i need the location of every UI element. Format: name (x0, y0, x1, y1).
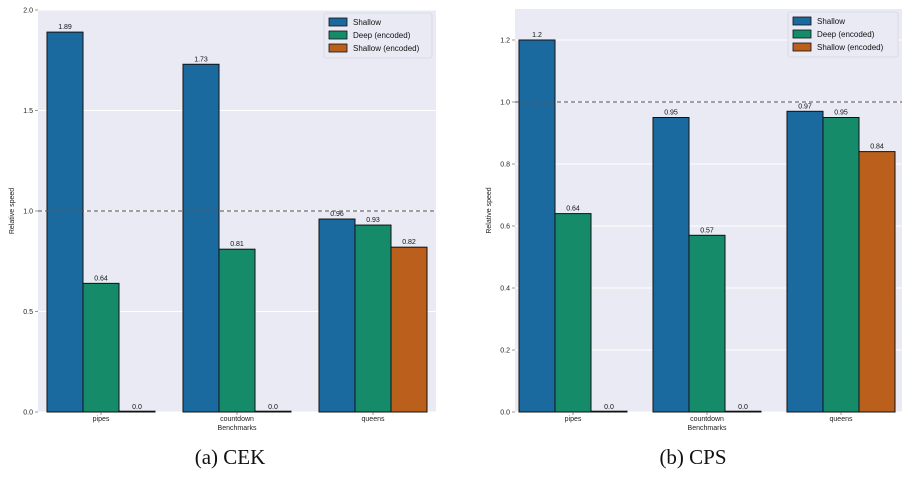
y-tick-label: 0.0 (500, 410, 510, 417)
bar-value-label: 0.64 (566, 206, 580, 213)
y-tick-label: 0.4 (500, 286, 510, 293)
chart-panel-cek: 0.0 0.5 1.0 1.5 2.0 Relative speed 1.89 0.64 0.0… (0, 0, 450, 485)
y-tick-label: 0.2 (500, 348, 510, 355)
bar (554, 213, 592, 413)
chart-caption: (b) CPS (659, 445, 727, 469)
bar-value-label: 0.84 (870, 144, 884, 151)
bar-value-label: 0.0 (738, 404, 748, 411)
bar-value-label: 1.73 (194, 56, 208, 63)
x-tick-label: pipes (565, 416, 582, 423)
bar (688, 234, 726, 413)
y-axis-label: Relative speed (486, 187, 493, 233)
y-tick-label: 0.0 (23, 410, 33, 417)
legend-swatch (328, 17, 348, 27)
bar (652, 117, 690, 413)
bar-value-label: 0.0 (132, 404, 142, 411)
legend-label: Deep (encoded) (353, 31, 411, 40)
bar (786, 110, 824, 413)
bar (254, 410, 292, 413)
bar (318, 218, 356, 413)
bar-value-label: 0.93 (366, 217, 380, 224)
x-tick-label: countdown (220, 416, 254, 423)
bar (724, 410, 762, 413)
bar (82, 282, 120, 413)
y-tick-label: 1.0 (500, 100, 510, 107)
bar-value-label: 1.89 (58, 24, 72, 31)
bar-value-label: 0.0 (604, 404, 614, 411)
bar-value-label: 0.0 (268, 404, 278, 411)
y-tick-label: 1.5 (23, 108, 33, 115)
bar (822, 117, 860, 413)
y-tick-label: 1.2 (500, 38, 510, 45)
legend-swatch (328, 43, 348, 53)
bar (182, 63, 220, 413)
legend: Shallow Deep (encoded) Shallow (encoded) (323, 12, 433, 59)
y-axis-label: Relative speed (9, 188, 16, 234)
bar (858, 151, 896, 413)
legend-swatch (792, 42, 812, 52)
y-tick-label: 0.5 (23, 309, 33, 316)
chart-cek-svg: 0.0 0.5 1.0 1.5 2.0 Relative speed 1.89 0.64 0.0… (9, 8, 436, 432)
bar (390, 246, 428, 413)
legend-box (323, 12, 433, 59)
bar-value-label: 0.95 (834, 110, 848, 117)
bar (354, 224, 392, 413)
legend-swatch (328, 30, 348, 40)
y-tick-label: 1.0 (23, 209, 33, 216)
bar (590, 410, 628, 413)
bar-value-label: 0.81 (230, 241, 244, 248)
y-tick-label: 0.6 (500, 224, 510, 231)
legend-label: Deep (encoded) (817, 30, 875, 39)
legend-swatch (792, 16, 812, 26)
x-axis-label: Benchmarks (218, 425, 257, 432)
bar-value-label: 0.82 (402, 239, 416, 246)
x-tick-label: queens (362, 416, 385, 423)
legend-box (787, 11, 899, 58)
chart-cps-svg: 0.0 0.2 0.4 0.6 0.8 1.0 1.2 Relative speed 1.2 0.… (486, 9, 902, 432)
bar (46, 31, 84, 413)
legend-label: Shallow (encoded) (817, 43, 884, 52)
bar (518, 39, 556, 413)
bar (118, 410, 156, 413)
legend-label: Shallow (817, 17, 845, 26)
bar-value-label: 0.97 (798, 103, 812, 110)
bar-value-label: 0.95 (664, 110, 678, 117)
legend-label: Shallow (encoded) (353, 44, 420, 53)
chart-caption: (a) CEK (194, 445, 266, 469)
x-axis-label: Benchmarks (688, 425, 727, 432)
bar-value-label: 0.96 (330, 211, 344, 218)
y-tick-label: 2.0 (23, 8, 33, 15)
x-tick-label: pipes (93, 416, 110, 423)
y-tick-label: 0.8 (500, 162, 510, 169)
x-tick-label: countdown (690, 416, 724, 423)
legend-swatch (792, 29, 812, 39)
bar-value-label: 0.57 (700, 227, 714, 234)
chart-panel-cps: 0.0 0.2 0.4 0.6 0.8 1.0 1.2 Relative speed 1.2 0.… (462, 0, 907, 485)
legend: Shallow Deep (encoded) Shallow (encoded) (787, 11, 899, 58)
legend-label: Shallow (353, 18, 381, 27)
bar-value-label: 1.2 (532, 32, 542, 39)
x-tick-label: queens (830, 416, 853, 423)
bar-value-label: 0.64 (94, 275, 108, 282)
bar (218, 248, 256, 413)
